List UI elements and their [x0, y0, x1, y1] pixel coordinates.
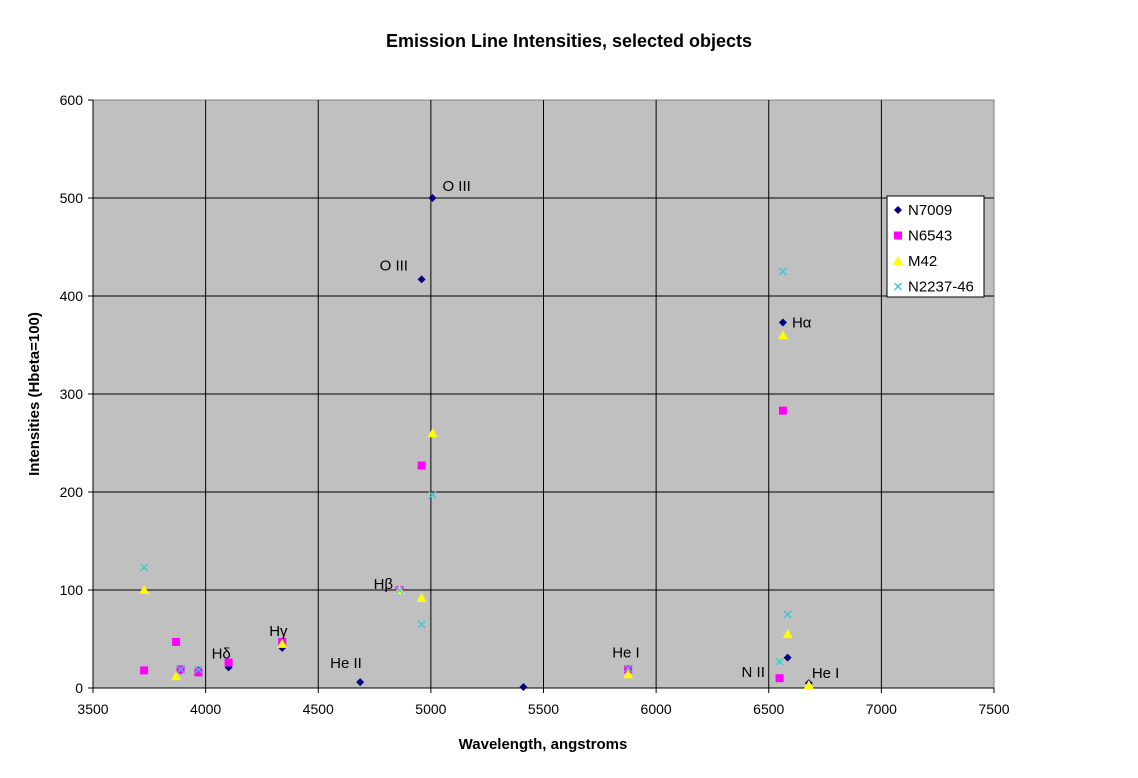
y-tick-label: 300: [60, 386, 84, 402]
marker-n2237-46: [783, 610, 792, 619]
line-annotation: He I: [612, 644, 640, 661]
legend-marker: [894, 206, 902, 214]
marker-n2237-46: [428, 490, 437, 499]
marker-n6543: [775, 674, 784, 683]
line-annotation: N II: [742, 664, 765, 681]
marker-n7009: [778, 318, 787, 327]
x-axis-label: Wavelength, angstroms: [459, 736, 628, 753]
x-axis-ticks: 3500 4000 4500 5000 5500 6000 6500 7000 7500: [77, 688, 1010, 717]
data-markers: [139, 194, 814, 692]
marker-n2237-46: [417, 620, 426, 629]
x-tick-label: 7000: [866, 701, 897, 717]
legend-box: [886, 195, 985, 298]
legend: N7009 N6543 M42 N2237-46: [886, 195, 985, 298]
legend-marker: [893, 256, 903, 265]
marker-n7009: [417, 275, 426, 284]
line-annotation: Hβ: [374, 576, 394, 593]
marker-m42: [277, 638, 288, 648]
marker-m42: [782, 629, 793, 639]
marker-n6543: [417, 461, 426, 470]
x-tick-label: 6500: [753, 701, 784, 717]
x-tick-label: 3500: [77, 701, 108, 717]
marker-n2237-46: [194, 665, 203, 674]
line-annotation: He II: [330, 655, 362, 672]
legend-marker: [894, 231, 902, 240]
legend-item-m42: M42: [908, 253, 937, 270]
marker-n6543: [778, 406, 787, 415]
legend-marker: [894, 282, 902, 291]
line-annotation: O III: [442, 178, 470, 195]
x-tick-label: 5500: [528, 701, 559, 717]
marker-m42: [803, 680, 814, 690]
marker-n7009: [428, 194, 437, 202]
y-tick-label: 100: [60, 582, 84, 598]
y-tick-label: 600: [60, 92, 84, 108]
chart-title: Emission Line Intensities, selected obje…: [386, 31, 752, 51]
marker-n6543: [194, 668, 203, 677]
marker-n2237-46: [778, 267, 787, 276]
grid-lines: [93, 100, 994, 688]
line-annotation: Hδ: [212, 645, 231, 662]
marker-m42: [171, 671, 182, 681]
x-tick-label: 4500: [303, 701, 334, 717]
marker-n2237-46: [176, 665, 185, 674]
marker-m42: [777, 330, 788, 340]
legend-item-n2237-46: N2237-46: [908, 279, 974, 296]
marker-m42: [139, 585, 150, 594]
marker-n2237-46: [624, 664, 633, 673]
line-annotation: O III: [380, 257, 408, 274]
marker-n7009: [519, 683, 528, 692]
marker-n6543: [140, 666, 149, 675]
legend-item-n6543: N6543: [908, 228, 952, 245]
x-tick-label: 6000: [641, 701, 672, 717]
marker-n2237-46: [775, 657, 784, 666]
marker-m42: [416, 592, 427, 602]
y-tick-label: 400: [60, 288, 84, 304]
marker-n2237-46: [140, 563, 149, 572]
line-annotation: Hγ: [269, 623, 288, 640]
y-axis-ticks: 0 100 200 300 400 500 600: [60, 92, 93, 696]
x-tick-label: 5000: [415, 701, 446, 717]
x-tick-label: 4000: [190, 701, 221, 717]
y-axis-label: Intensities (Hbeta=100): [26, 312, 43, 476]
x-tick-label: 7500: [978, 701, 1009, 717]
marker-n7009: [356, 678, 365, 687]
y-tick-label: 200: [60, 484, 84, 500]
line-annotation: Hα: [792, 314, 812, 331]
marker-n6543: [224, 658, 233, 667]
marker-m42: [427, 428, 438, 438]
line-annotation: He I: [812, 665, 840, 682]
marker-n7009: [783, 653, 792, 662]
marker-n6543: [172, 637, 181, 646]
marker-n2237-46: [395, 586, 404, 594]
marker-m42: [623, 669, 634, 679]
legend-item-n7009: N7009: [908, 202, 952, 219]
y-tick-label: 500: [60, 190, 84, 206]
line-annotations: O III O III Hα Hβ Hγ Hδ He II He I N II He I: [212, 178, 840, 682]
y-tick-label: 0: [75, 680, 83, 696]
